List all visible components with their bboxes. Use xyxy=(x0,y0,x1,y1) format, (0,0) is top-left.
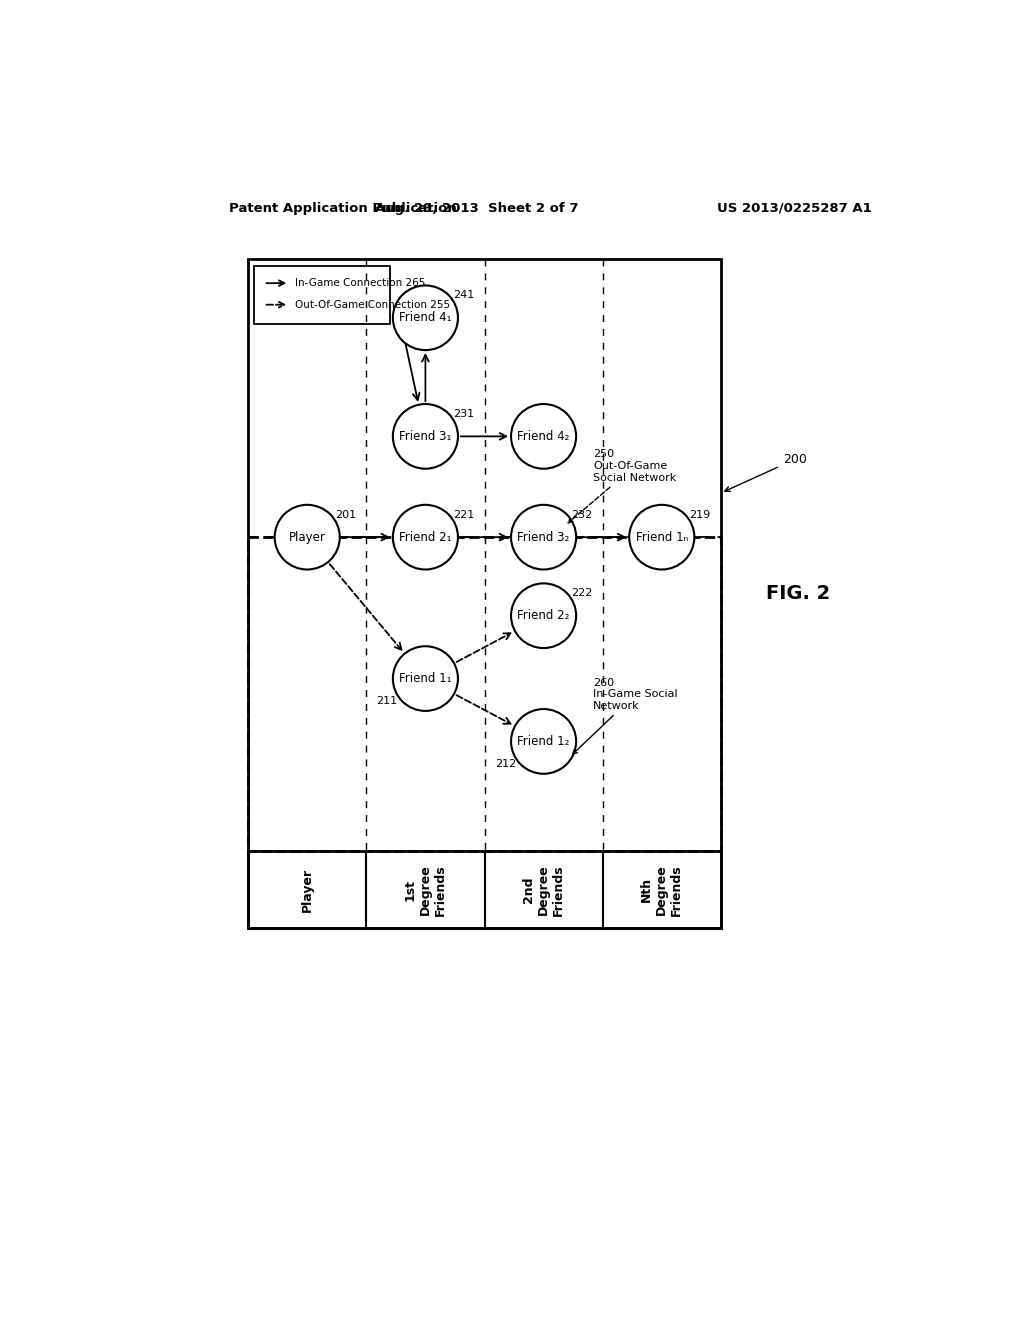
Text: Patent Application Publication: Patent Application Publication xyxy=(228,202,457,215)
Text: 222: 222 xyxy=(571,589,593,598)
Circle shape xyxy=(629,504,694,569)
Text: 232: 232 xyxy=(571,510,593,520)
Circle shape xyxy=(393,285,458,350)
Text: 2nd
Degree
Friends: 2nd Degree Friends xyxy=(522,865,565,916)
Text: Aug. 29, 2013  Sheet 2 of 7: Aug. 29, 2013 Sheet 2 of 7 xyxy=(375,202,579,215)
Circle shape xyxy=(511,709,577,774)
Text: Nth
Degree
Friends: Nth Degree Friends xyxy=(640,865,683,916)
Text: Player: Player xyxy=(301,867,313,912)
Text: Out-Of-Game Connection 255: Out-Of-Game Connection 255 xyxy=(295,300,451,310)
Text: 200: 200 xyxy=(725,453,807,491)
Text: Friend 3₂: Friend 3₂ xyxy=(517,531,569,544)
Circle shape xyxy=(274,504,340,569)
Bar xyxy=(254,267,390,323)
Bar xyxy=(248,259,721,928)
Text: FIG. 2: FIG. 2 xyxy=(766,583,830,603)
Text: 211: 211 xyxy=(377,696,397,706)
Text: 231: 231 xyxy=(453,409,474,418)
Circle shape xyxy=(511,404,577,469)
Text: 221: 221 xyxy=(453,510,474,520)
Text: 219: 219 xyxy=(689,510,711,520)
Circle shape xyxy=(393,504,458,569)
Circle shape xyxy=(393,404,458,469)
Circle shape xyxy=(511,583,577,648)
Circle shape xyxy=(393,647,458,711)
Text: Friend 2₁: Friend 2₁ xyxy=(399,531,452,544)
Text: 212: 212 xyxy=(495,759,516,770)
Circle shape xyxy=(511,504,577,569)
Bar xyxy=(248,537,721,851)
Text: Friend 4₂: Friend 4₂ xyxy=(517,430,569,444)
Text: 260
In-Game Social
Network: 260 In-Game Social Network xyxy=(572,677,678,754)
Text: 241: 241 xyxy=(453,290,474,301)
Text: In-Game Connection 265: In-Game Connection 265 xyxy=(295,279,426,288)
Text: Friend 4₁: Friend 4₁ xyxy=(399,312,452,325)
Text: Player: Player xyxy=(289,531,326,544)
Text: Friend 2₂: Friend 2₂ xyxy=(517,610,569,622)
Text: 1st
Degree
Friends: 1st Degree Friends xyxy=(403,865,446,916)
Text: 250
Out-Of-Game
Social Network: 250 Out-Of-Game Social Network xyxy=(568,449,677,523)
Text: 201: 201 xyxy=(335,510,356,520)
Text: US 2013/0225287 A1: US 2013/0225287 A1 xyxy=(717,202,871,215)
Text: Friend 1₂: Friend 1₂ xyxy=(517,735,569,748)
Text: Friend 1ₙ: Friend 1ₙ xyxy=(636,531,688,544)
Bar xyxy=(248,851,721,928)
Text: Friend 3₁: Friend 3₁ xyxy=(399,430,452,444)
Text: Friend 1₁: Friend 1₁ xyxy=(399,672,452,685)
